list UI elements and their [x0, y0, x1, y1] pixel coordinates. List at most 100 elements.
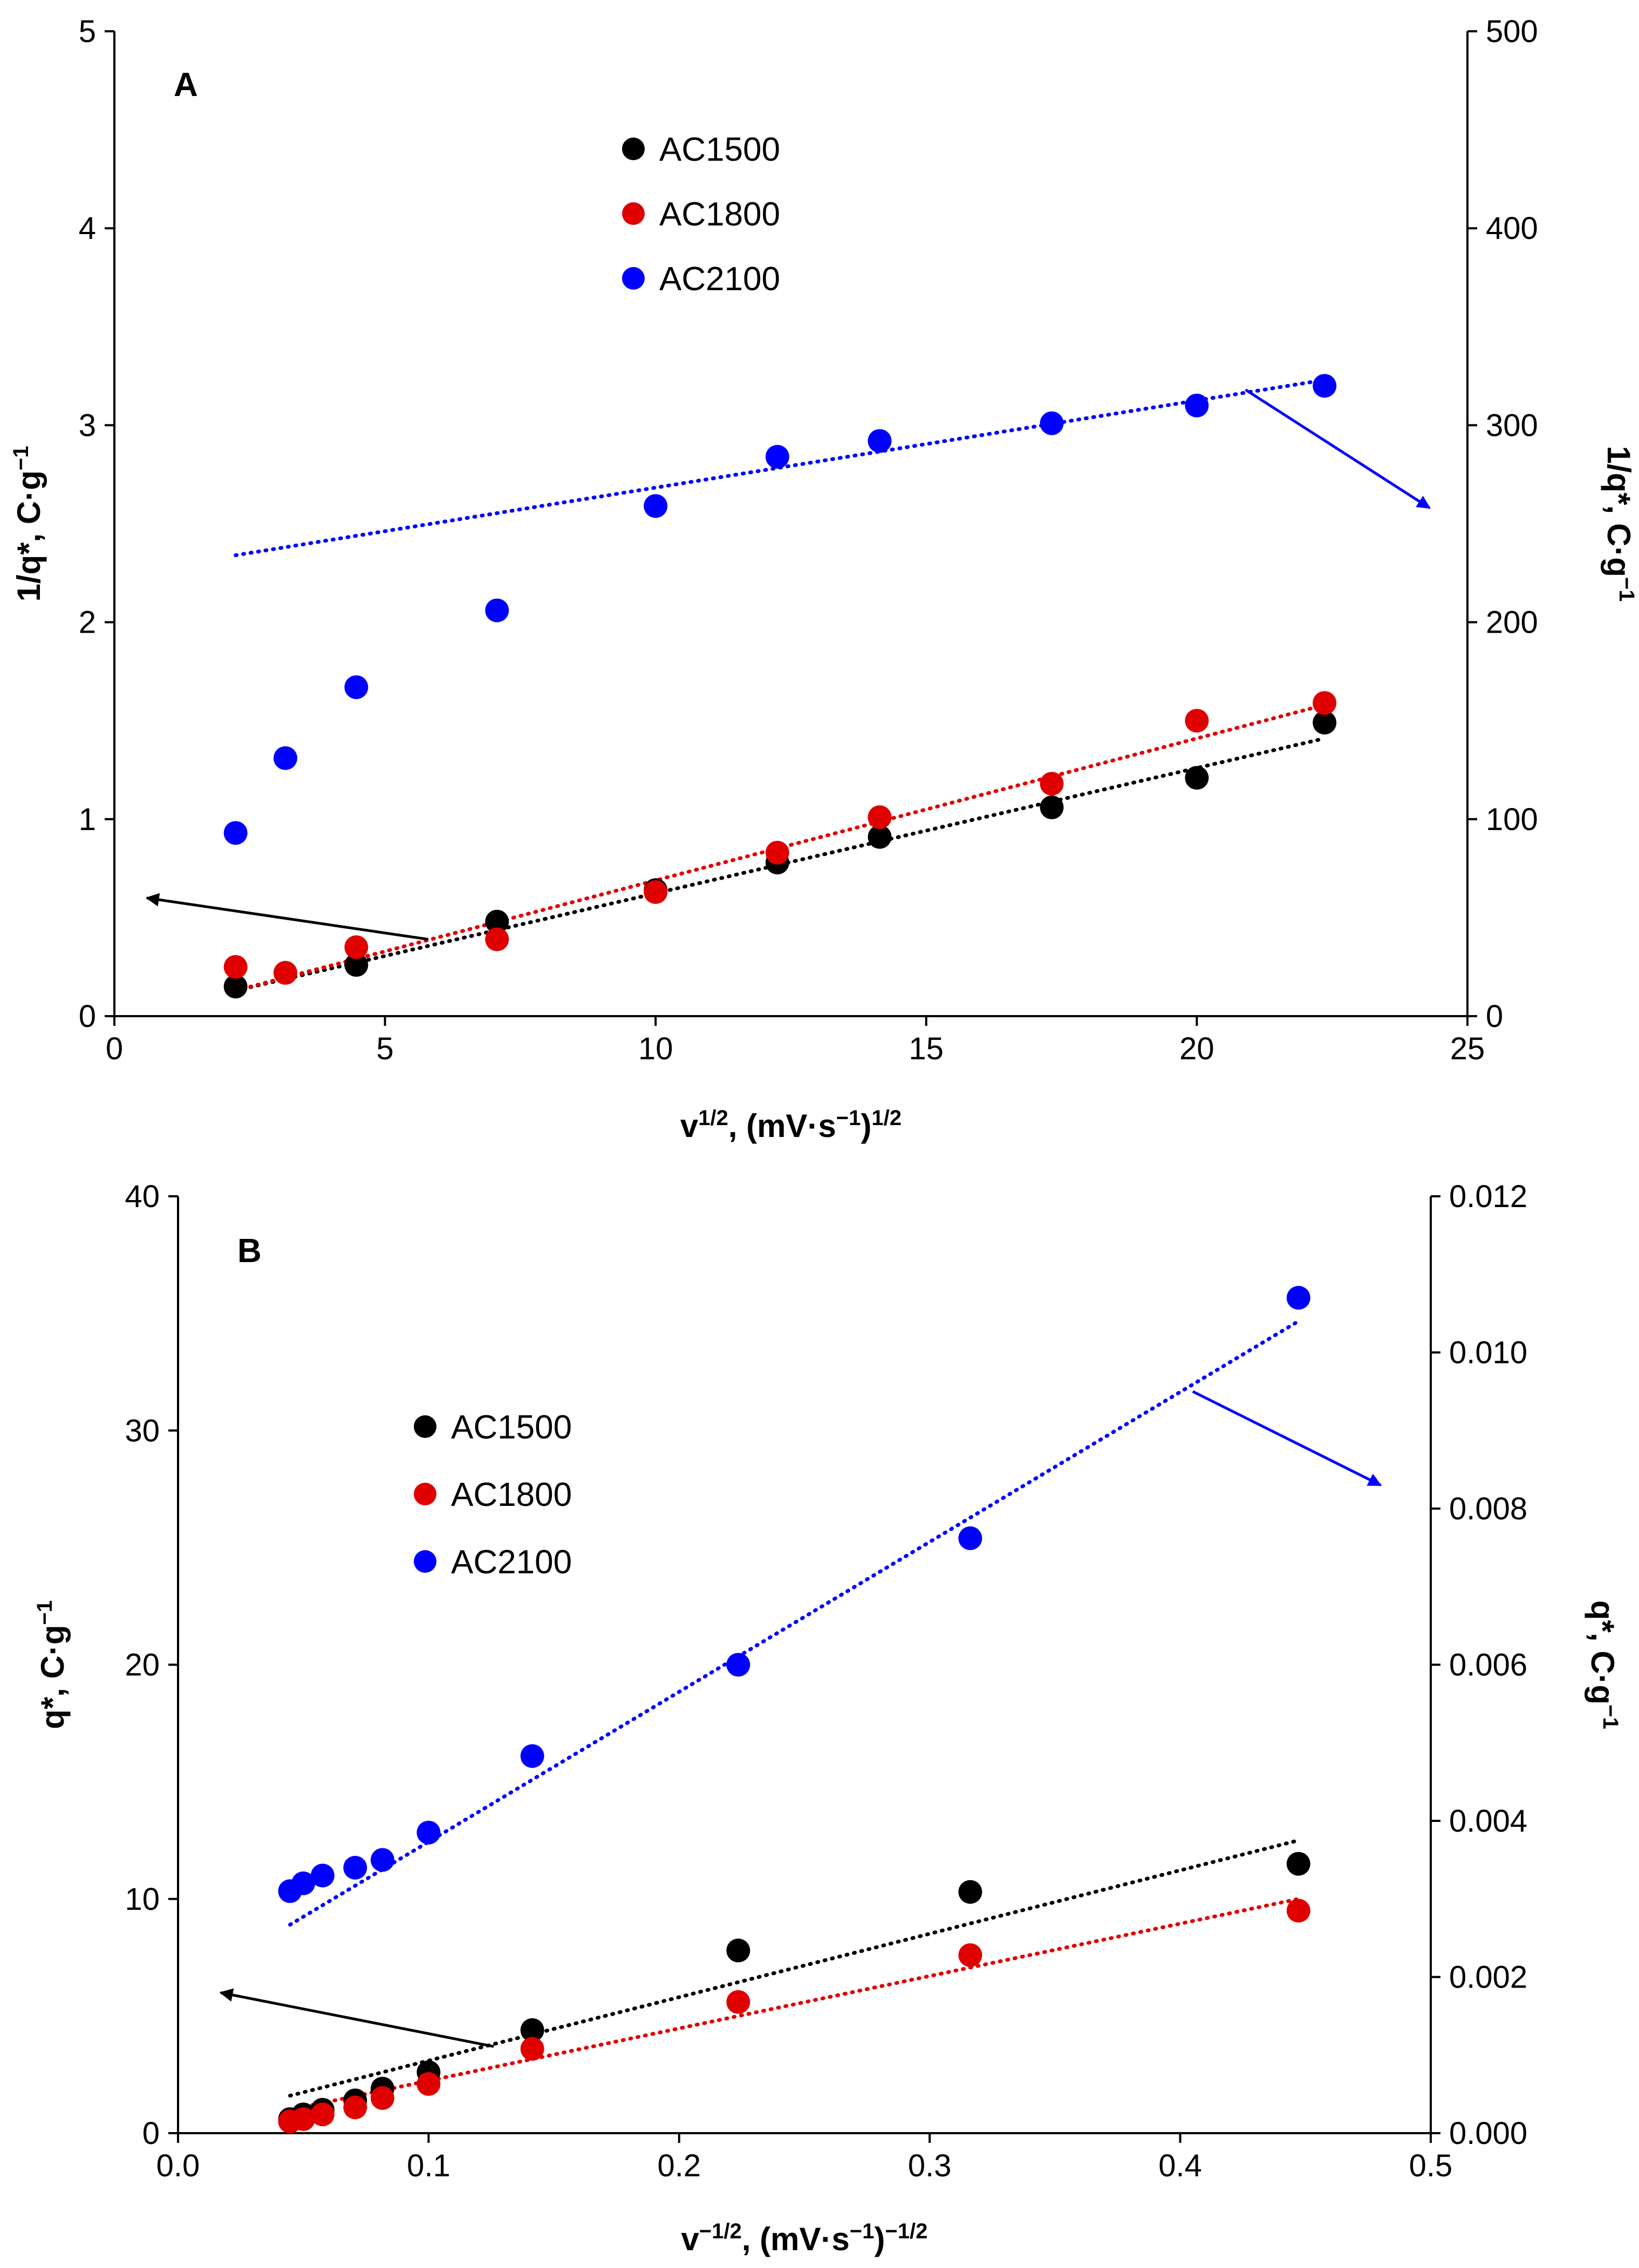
x-axis-title-part: v — [680, 1108, 699, 1144]
data-point-ac1800 — [644, 880, 668, 904]
data-point-ac2100 — [1040, 411, 1064, 435]
data-point-ac1800 — [1040, 772, 1064, 796]
x-tick-label: 25 — [1450, 1031, 1485, 1066]
x-tick-label: 0.0 — [156, 2148, 200, 2183]
y-left-tick-label: 0 — [142, 2116, 160, 2151]
data-point-ac2100 — [1313, 374, 1337, 398]
x-axis-title-part: v — [681, 2221, 700, 2257]
data-point-ac1800 — [310, 2102, 334, 2127]
data-point-ac2100 — [310, 1863, 334, 1888]
y-right-tick-label: 400 — [1486, 211, 1538, 246]
data-point-ac1800 — [370, 2086, 394, 2110]
data-point-ac1500 — [1286, 1852, 1310, 1876]
legend-marker-ac1500 — [622, 138, 645, 160]
data-point-ac1500 — [1185, 766, 1209, 790]
y-left-axis-title-sup: −1 — [33, 1600, 57, 1625]
y-left-axis-title: 1/q*, C·g−1 — [9, 446, 47, 602]
x-tick-label: 0.2 — [657, 2148, 701, 2183]
x-axis-title-part: −1/2 — [885, 2219, 928, 2243]
x-axis-title-part: −1 — [836, 1106, 861, 1130]
data-point-ac2100 — [291, 1871, 316, 1895]
data-point-ac2100 — [726, 1653, 750, 1677]
y-right-axis-title-sup: −1 — [1599, 1704, 1622, 1729]
y-left-tick-label: 3 — [79, 408, 96, 443]
data-point-ac1800 — [343, 2095, 367, 2120]
data-point-ac1500 — [223, 975, 248, 999]
panel-label: A — [174, 66, 198, 104]
x-axis-title-part: , (mV·s — [728, 1108, 836, 1144]
legend-label: AC1500 — [659, 131, 780, 168]
x-tick-label: 10 — [638, 1031, 673, 1066]
x-axis-title-part: ) — [861, 1108, 872, 1144]
y-right-tick-label: 500 — [1486, 14, 1538, 49]
data-point-ac1800 — [223, 955, 248, 979]
x-tick-label: 5 — [376, 1031, 393, 1066]
y-left-tick-label: 2 — [79, 605, 96, 640]
x-axis-title-part: 1/2 — [872, 1106, 902, 1130]
data-point-ac1800 — [1185, 709, 1209, 733]
left-axis-arrow — [219, 1988, 494, 2048]
y-left-axis-title: q*, C·g−1 — [33, 1600, 71, 1729]
x-tick-label: 15 — [909, 1031, 944, 1066]
data-point-ac1800 — [520, 2037, 544, 2061]
legend-marker-ac1500 — [414, 1415, 436, 1438]
x-tick-label: 0 — [106, 1031, 123, 1066]
y-right-tick-label: 0.006 — [1449, 1648, 1527, 1683]
legend-marker-ac1800 — [414, 1483, 436, 1505]
data-point-ac1800 — [274, 961, 298, 985]
trendline-ac2100 — [288, 1319, 1301, 1927]
data-point-ac1500 — [958, 1880, 982, 1904]
y-left-tick-label: 10 — [125, 1882, 160, 1917]
y-right-axis-title-main: q*, C·g — [1585, 1600, 1621, 1704]
y-right-tick-label: 0.008 — [1449, 1491, 1527, 1526]
y-right-tick-label: 200 — [1486, 605, 1538, 640]
data-point-ac1800 — [485, 927, 509, 951]
data-point-ac2100 — [343, 1855, 367, 1880]
x-axis-title-part: −1 — [850, 2219, 875, 2243]
x-tick-label: 0.4 — [1158, 2148, 1202, 2183]
data-point-ac1800 — [726, 1990, 750, 2014]
x-axis-title: v−1/2, (mV·s−1)−1/2 — [681, 2219, 928, 2257]
y-right-axis-title-sup: −1 — [1615, 577, 1638, 602]
data-point-ac1800 — [291, 2107, 316, 2131]
x-tick-label: 0.5 — [1409, 2148, 1453, 2183]
data-point-ac2100 — [1185, 393, 1209, 417]
y-left-tick-label: 30 — [125, 1413, 160, 1448]
data-point-ac1500 — [520, 2018, 544, 2042]
y-right-axis-title-main: 1/q*, C·g — [1601, 446, 1637, 577]
right-axis-arrow — [1245, 388, 1431, 509]
y-right-axis-title: 1/q*, C·g−1 — [1601, 446, 1638, 602]
data-point-ac2100 — [370, 1848, 394, 1872]
data-point-ac1800 — [868, 805, 892, 830]
data-point-ac2100 — [223, 821, 248, 845]
y-left-tick-label: 5 — [79, 14, 96, 49]
trendline-ac1500 — [288, 1838, 1301, 2098]
y-left-tick-label: 20 — [125, 1648, 160, 1683]
y-left-tick-label: 40 — [125, 1179, 160, 1214]
x-axis-title-part: , (mV·s — [742, 2221, 850, 2257]
legend-label: AC1800 — [451, 1476, 572, 1513]
data-point-ac2100 — [958, 1526, 982, 1551]
y-right-tick-label: 0 — [1486, 999, 1503, 1034]
y-left-axis-title-main: 1/q*, C·g — [11, 470, 47, 601]
data-point-ac2100 — [416, 1820, 441, 1845]
data-point-ac2100 — [520, 1744, 544, 1768]
x-tick-label: 0.1 — [407, 2148, 450, 2183]
y-left-tick-label: 1 — [79, 802, 96, 837]
x-axis-title-part: 1/2 — [698, 1106, 728, 1130]
legend-label: AC1800 — [659, 196, 780, 233]
x-tick-label: 0.3 — [908, 2148, 952, 2183]
data-point-ac1800 — [958, 1943, 982, 1967]
y-left-axis-title-main: q*, C·g — [35, 1625, 71, 1729]
data-point-ac1800 — [765, 840, 789, 865]
left-axis-arrow — [145, 893, 429, 941]
data-point-ac1500 — [726, 1938, 750, 1963]
y-right-tick-label: 0.002 — [1449, 1960, 1527, 1995]
data-point-ac2100 — [485, 598, 509, 622]
data-point-ac2100 — [344, 675, 368, 700]
right-axis-arrow — [1192, 1390, 1382, 1486]
x-axis-title: v1/2, (mV·s−1)1/2 — [680, 1106, 902, 1144]
y-left-tick-label: 0 — [79, 999, 96, 1034]
y-right-tick-label: 0.010 — [1449, 1335, 1527, 1371]
data-point-ac2100 — [644, 494, 668, 518]
